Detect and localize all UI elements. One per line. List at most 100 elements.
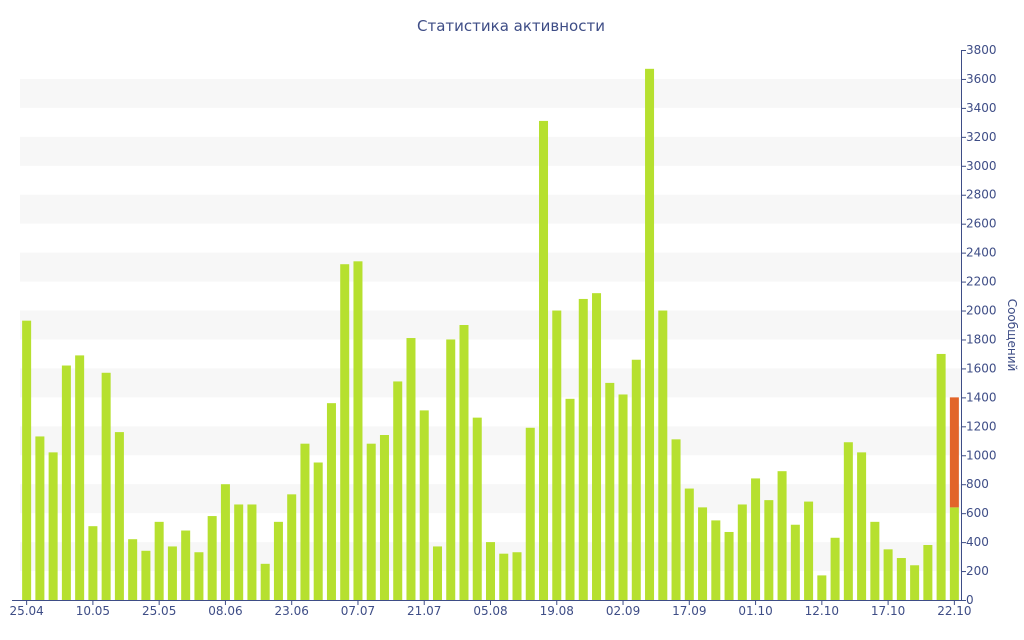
bar [88,526,98,600]
x-tick-label: 08.06 [208,604,242,618]
y-tick-label: 1000 [966,448,997,462]
bar [154,521,164,600]
y-tick-label: 1600 [966,361,997,375]
bar [949,507,959,600]
bar-highlight [949,397,959,508]
bar [658,310,668,600]
bar [499,553,509,600]
bar [114,432,124,600]
bar [141,550,151,600]
bar [711,520,721,600]
grid-band [20,136,961,166]
bar [128,539,138,600]
bar [326,403,336,600]
x-tick-label: 22.10 [937,604,971,618]
bar [273,521,283,600]
y-tick-label: 2000 [966,304,997,318]
grid-bands [20,78,961,572]
y-tick-label: 2800 [966,188,997,202]
bar [565,398,575,600]
bar [366,443,376,600]
bar [220,484,230,600]
bar [923,545,933,600]
x-tick-label: 07.07 [341,604,375,618]
y-tick-label: 3000 [966,159,997,173]
bar [936,353,946,600]
bar [724,531,734,600]
x-tick-label: 25.05 [142,604,176,618]
x-tick-label: 02.09 [606,604,640,618]
x-tick-label: 19.08 [540,604,574,618]
y-tick-label: 400 [966,535,989,549]
x-tick-label: 25.04 [9,604,43,618]
y-tick-label: 3600 [966,72,997,86]
y-tick-label: 2400 [966,246,997,260]
bar [631,359,641,600]
bar [578,298,588,600]
bar [817,575,827,600]
bar [843,442,853,600]
bar [764,500,774,600]
grid-band [20,252,961,282]
grid-band [20,310,961,340]
bar [167,546,177,600]
y-tick-label: 3200 [966,130,997,144]
bar [605,382,615,600]
x-tick-label: 01.10 [738,604,772,618]
y-axis-ticks: 0 200 400 600 800 1000 1200 1400 1600 1800 2000 220… [961,43,997,607]
bar [896,558,906,600]
bar [35,436,45,600]
y-tick-label: 1800 [966,332,997,346]
x-tick-label: 12.10 [805,604,839,618]
bar [525,427,535,600]
bar [671,439,681,600]
y-tick-label: 2600 [966,217,997,231]
y-tick-label: 2200 [966,275,997,289]
bar [737,504,747,600]
bar [432,546,442,600]
bars [22,68,959,600]
grid-band [20,78,961,108]
bar [22,320,32,600]
bar [684,488,694,600]
x-tick-label: 10.05 [76,604,110,618]
bar [379,435,389,600]
bar [698,507,708,600]
x-tick-label: 05.08 [473,604,507,618]
bar [234,504,244,600]
bar [512,552,522,600]
bar [910,565,920,600]
bar [472,417,482,600]
x-tick-label: 17.09 [672,604,706,618]
y-tick-label: 3400 [966,101,997,115]
bar [353,261,363,600]
bar [393,381,403,600]
bar [48,452,58,600]
bar [260,563,270,600]
x-tick-label: 23.06 [275,604,309,618]
x-axis-ticks: 25.04 10.05 25.05 08.06 23.06 07.07 21.07 05.08… [9,600,972,618]
bar [870,521,880,600]
bar [101,372,111,600]
y-tick-label: 3800 [966,43,997,57]
x-tick-label: 21.07 [407,604,441,618]
bar [61,365,71,600]
bar [194,552,204,600]
y-axis-label: Сообщений [1005,299,1019,372]
bar [459,325,469,600]
bar [592,293,602,600]
y-tick-label: 1400 [966,390,997,404]
y-tick-label: 600 [966,506,989,520]
bar [340,264,350,600]
bar [446,339,456,600]
grid-band [20,426,961,456]
bar [777,471,787,600]
bar [804,501,814,600]
bar [618,394,628,600]
y-tick-label: 200 [966,564,989,578]
bar [539,120,549,600]
bar [857,452,867,600]
bar [751,478,761,600]
bar [419,410,429,600]
y-tick-label: 800 [966,477,989,491]
